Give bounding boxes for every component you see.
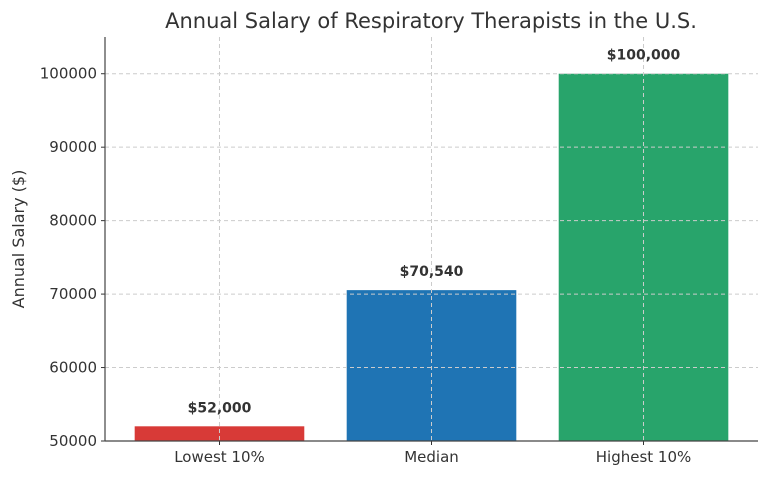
chart-title: Annual Salary of Respiratory Therapists …	[165, 9, 697, 33]
y-tick-label: 50000	[49, 432, 97, 450]
data-label: $100,000	[607, 48, 681, 64]
y-tick-label: 100000	[40, 65, 97, 83]
y-tick-label: 80000	[49, 212, 97, 230]
data-label: $52,000	[188, 400, 252, 416]
x-tick-label: Lowest 10%	[174, 448, 265, 466]
bar-0	[134, 426, 305, 441]
y-tick-label: 70000	[49, 285, 97, 303]
data-label: $70,540	[400, 264, 464, 280]
y-axis-label: Annual Salary ($)	[9, 170, 28, 309]
x-tick-label: Median	[404, 448, 459, 466]
x-tick-label: Highest 10%	[596, 448, 692, 466]
y-tick-label: 90000	[49, 138, 97, 156]
y-tick-label: 60000	[49, 359, 97, 377]
